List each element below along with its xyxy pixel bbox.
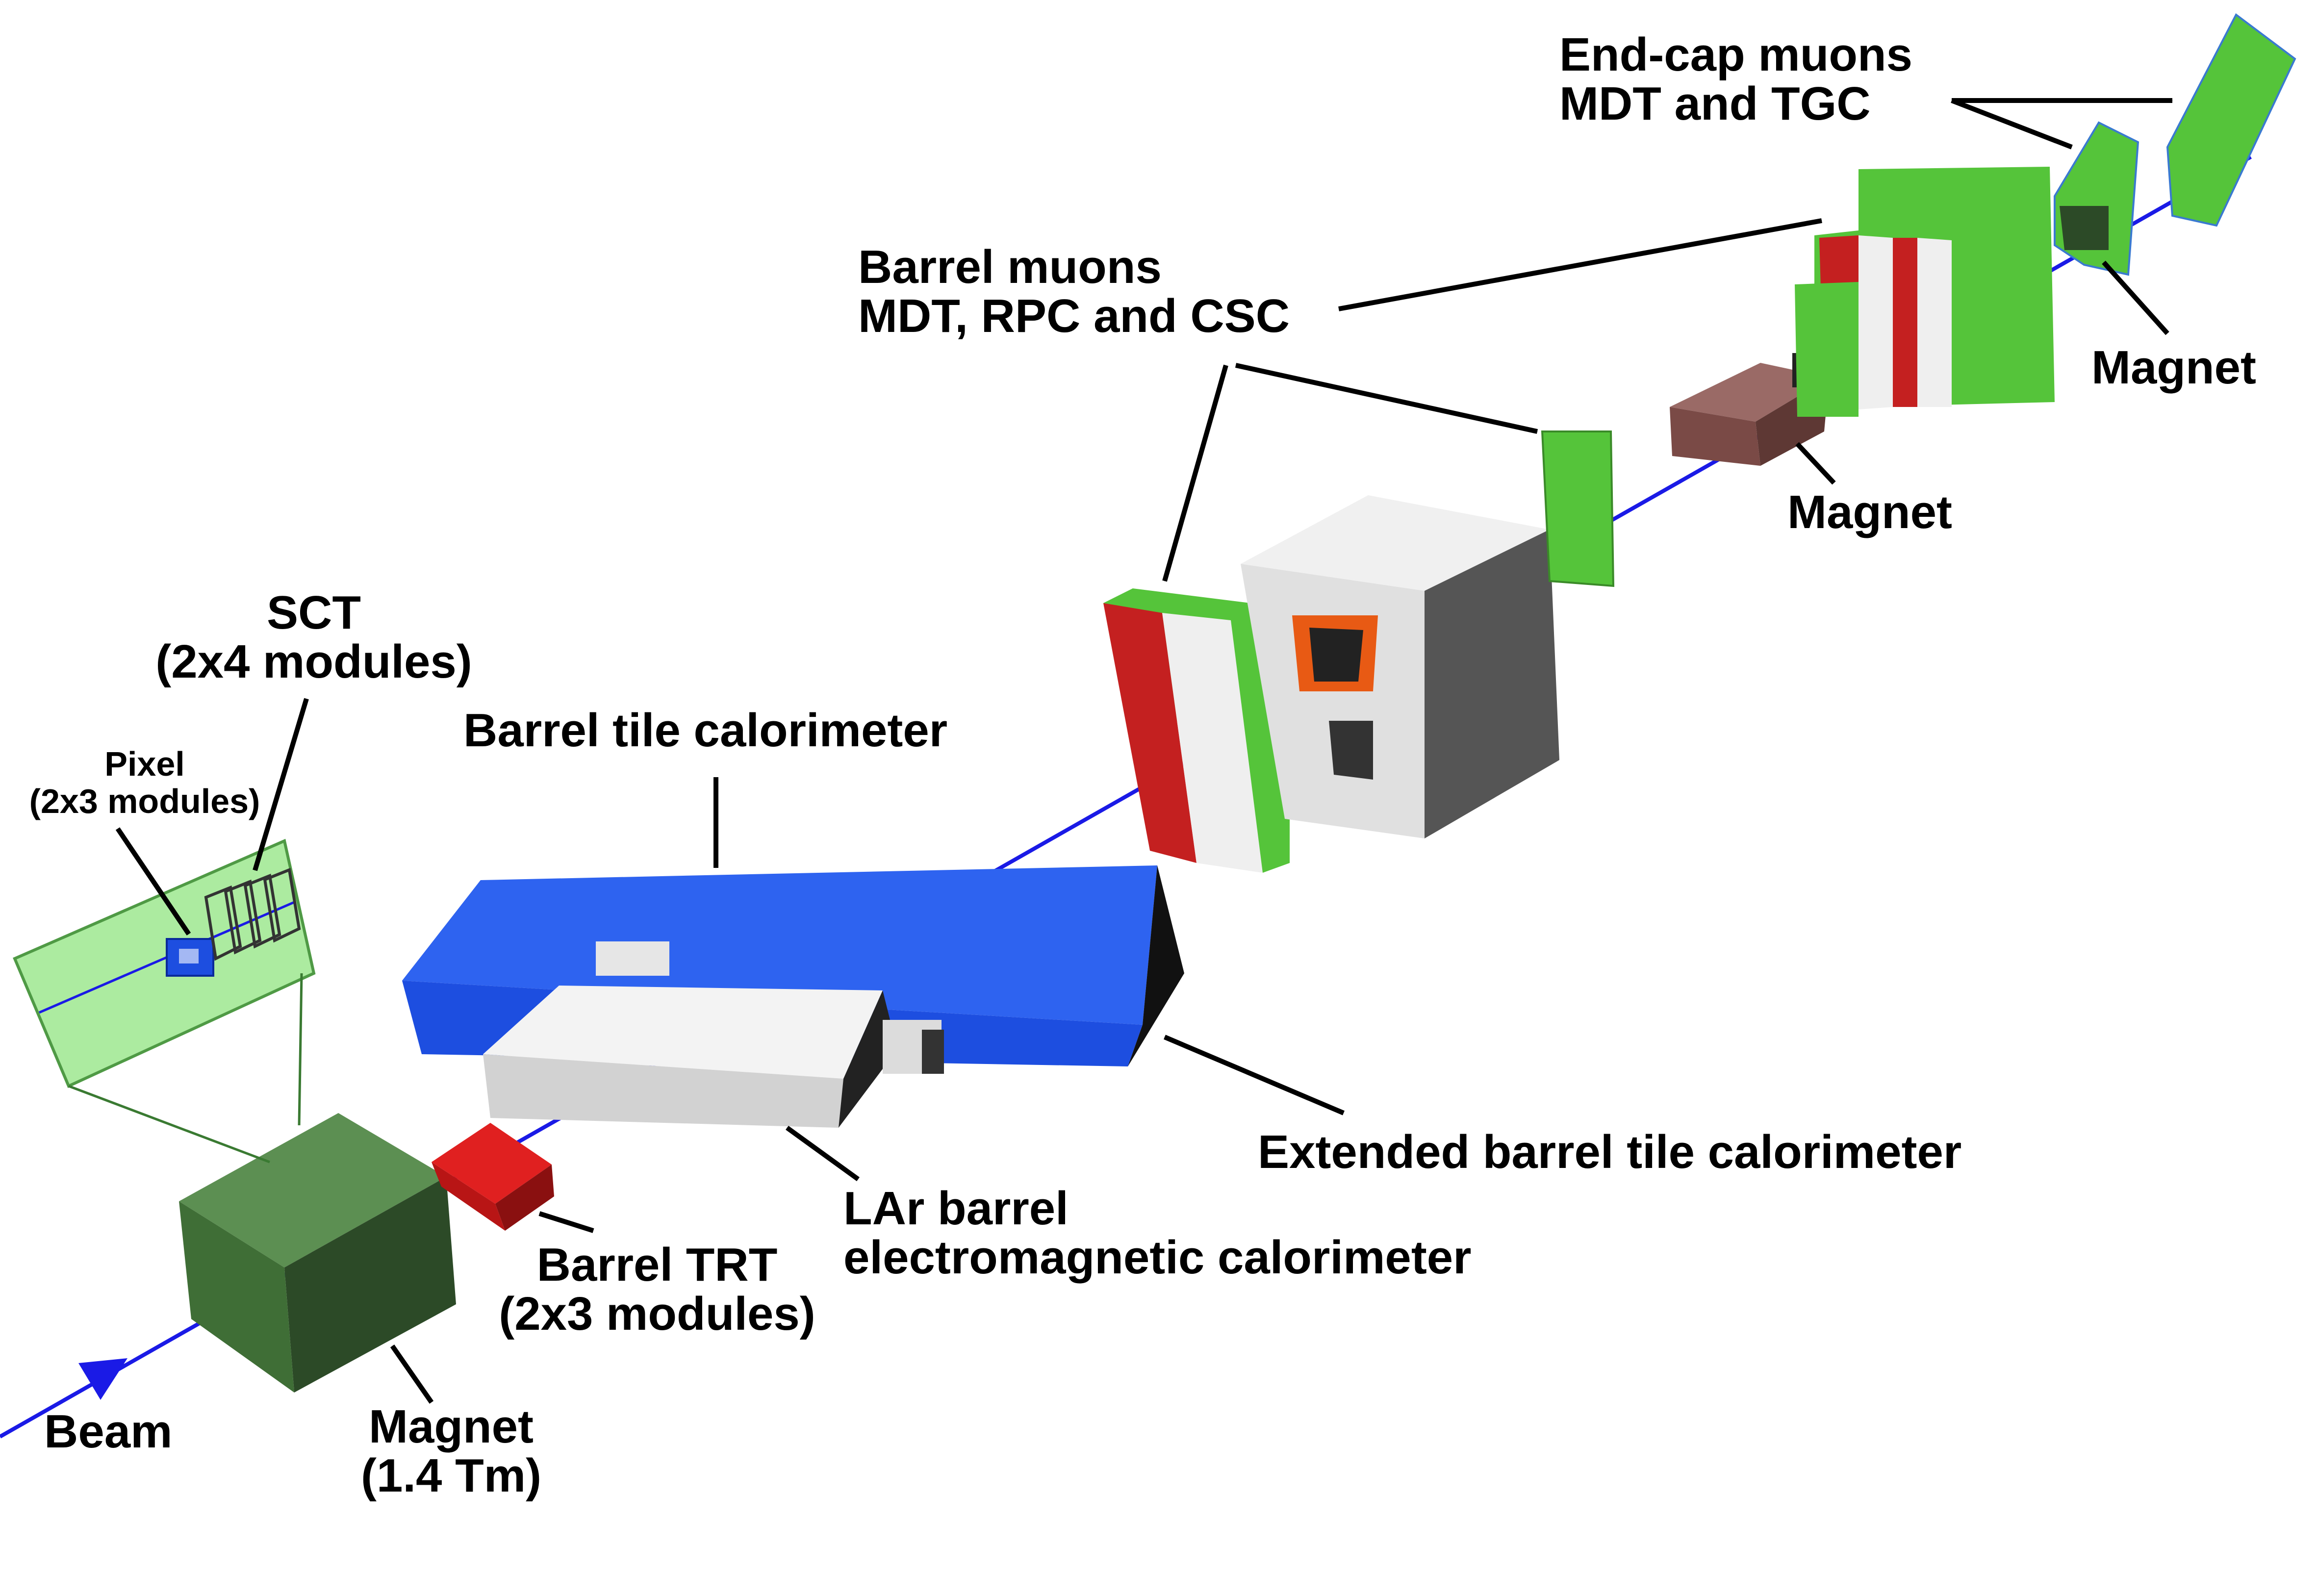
label-magnet-endcap: Magnet (2091, 343, 2256, 392)
label-sct: SCT (2x4 modules) (137, 588, 490, 686)
label-extended-tile: Extended barrel tile calorimeter (1258, 1128, 1961, 1177)
inner-detector (13, 838, 316, 1164)
label-barrel-tile-text: Barrel tile calorimeter (463, 704, 948, 757)
label-sct-line2: (2x4 modules) (155, 635, 472, 688)
central-magnet (1241, 495, 1559, 838)
label-extended-tile-text: Extended barrel tile calorimeter (1258, 1126, 1962, 1178)
label-magnet-front: Magnet (1.4 Tm) (333, 1402, 569, 1500)
label-beam: Beam (44, 1407, 172, 1456)
front-magnet (179, 1113, 456, 1393)
label-barrel-muons-line2: MDT, RPC and CSC (858, 290, 1290, 342)
label-beam-text: Beam (44, 1405, 173, 1458)
barrel-muon-chamber-rpc (1103, 588, 1290, 873)
label-barrel-trt-line2: (2x3 modules) (499, 1288, 815, 1340)
barrel-trt-module (432, 1123, 554, 1231)
label-barrel-trt: Barrel TRT (2x3 modules) (471, 1241, 843, 1339)
sct-modules (204, 867, 301, 961)
label-endcap-muons: End-cap muons MDT and TGC (1559, 30, 1912, 128)
label-magnet-middle: Magnet (1787, 488, 1952, 537)
label-lar-line1: LAr barrel (843, 1182, 1069, 1235)
label-endcap-muons-line1: End-cap muons (1559, 28, 1913, 81)
label-pixel-line1: Pixel (104, 745, 185, 783)
endcap-muon-station (2166, 13, 2296, 227)
lar-barrel-calorimeter (483, 986, 944, 1128)
label-lar-line2: electromagnetic calorimeter (843, 1231, 1472, 1284)
endcap-muon-wall (1795, 167, 2055, 417)
label-barrel-tile: Barrel tile calorimeter (463, 706, 947, 755)
label-pixel: Pixel (2x3 modules) (12, 745, 277, 820)
pixel-modules (166, 938, 214, 977)
beam-arrow-icon (78, 1358, 127, 1400)
label-pixel-line2: (2x3 modules) (29, 782, 260, 820)
label-barrel-muons-line1: Barrel muons (858, 241, 1162, 293)
label-magnet-front-line2: (1.4 Tm) (360, 1449, 542, 1502)
label-barrel-trt-line1: Barrel TRT (536, 1239, 778, 1291)
label-magnet-middle-text: Magnet (1787, 486, 1952, 538)
barrel-muon-chamber-mdt (1541, 431, 1615, 587)
endcap-magnet (2054, 121, 2139, 276)
label-lar: LAr barrel electromagnetic calorimeter (843, 1184, 1472, 1282)
label-sct-line1: SCT (267, 586, 361, 639)
label-endcap-muons-line2: MDT and TGC (1559, 77, 1871, 130)
pointer-arrows (115, 98, 2173, 1404)
label-magnet-front-line1: Magnet (369, 1400, 534, 1453)
label-magnet-endcap-text: Magnet (2091, 341, 2256, 394)
label-barrel-muons: Barrel muons MDT, RPC and CSC (858, 243, 1290, 341)
